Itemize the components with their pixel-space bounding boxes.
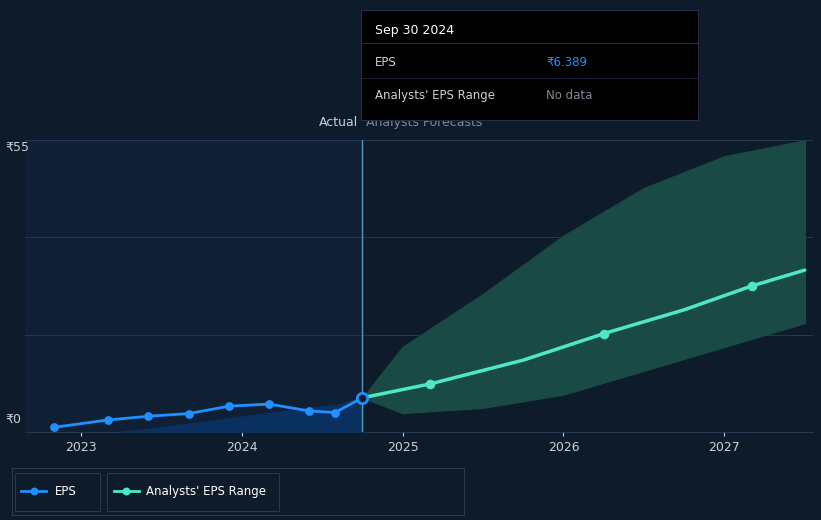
Point [303, 407, 316, 415]
Text: ₹6.389: ₹6.389 [547, 56, 587, 69]
Point [142, 412, 155, 420]
Point [182, 409, 195, 418]
Point [424, 380, 437, 388]
Text: Sep 30 2024: Sep 30 2024 [374, 23, 454, 36]
Point [745, 282, 759, 290]
Text: EPS: EPS [374, 56, 397, 69]
Point [27, 487, 40, 496]
Point [222, 402, 236, 410]
Bar [15, 473, 100, 511]
Point [263, 400, 276, 408]
Point [47, 423, 60, 432]
Text: Actual: Actual [319, 116, 359, 129]
Point [120, 487, 133, 496]
Point [355, 394, 369, 402]
Text: ₹55: ₹55 [5, 140, 29, 153]
Point [597, 330, 610, 338]
Text: Analysts' EPS Range: Analysts' EPS Range [374, 89, 495, 102]
Text: No data: No data [547, 89, 593, 102]
Text: Analysts Forecasts: Analysts Forecasts [366, 116, 483, 129]
Point [102, 416, 115, 424]
Text: EPS: EPS [55, 485, 77, 498]
Text: Analysts' EPS Range: Analysts' EPS Range [145, 485, 265, 498]
Bar [107, 473, 279, 511]
Bar [25, 140, 362, 432]
Point [328, 408, 342, 417]
Point [355, 394, 369, 402]
Text: ₹0: ₹0 [5, 413, 21, 426]
